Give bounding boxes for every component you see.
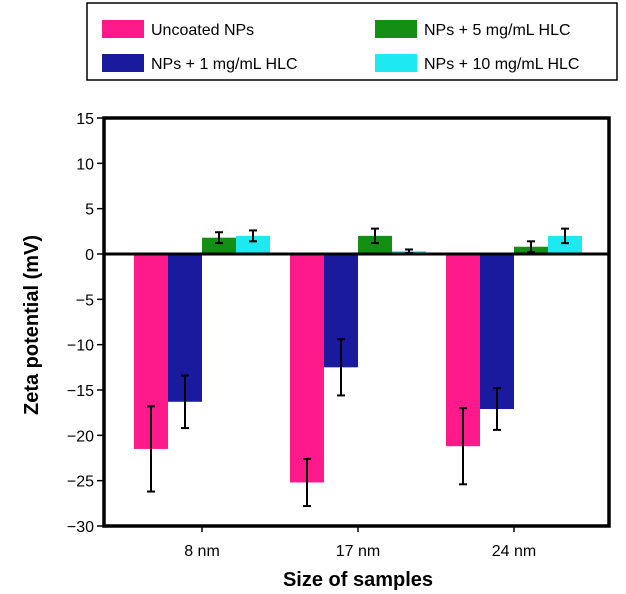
bar bbox=[480, 254, 514, 410]
y-tick-label: −15 bbox=[67, 383, 94, 400]
bar bbox=[236, 235, 270, 254]
y-tick-label: −5 bbox=[76, 292, 94, 309]
x-tick-label: 24 nm bbox=[492, 543, 536, 560]
bar bbox=[290, 254, 324, 483]
legend-swatch bbox=[375, 20, 417, 38]
legend-label: NPs + 1 mg/mL HLC bbox=[151, 56, 298, 73]
y-tick-label: 5 bbox=[85, 202, 94, 219]
legend-box bbox=[86, 2, 618, 81]
bar bbox=[202, 237, 236, 254]
bar bbox=[548, 235, 582, 254]
legend-label: NPs + 5 mg/mL HLC bbox=[424, 22, 571, 39]
y-tick-label: −10 bbox=[67, 338, 94, 355]
legend-label: NPs + 10 mg/mL HLC bbox=[424, 56, 579, 73]
plot-frame bbox=[102, 116, 611, 528]
y-tick-label: −20 bbox=[67, 428, 94, 445]
plot-area: 15 10 5 0 −5 −10 −15 −20 −25 −30 8 nm 17 nm 24 nm bbox=[67, 111, 611, 560]
x-axis-title: Size of samples bbox=[283, 569, 433, 591]
x-tick-label: 17 nm bbox=[336, 543, 380, 560]
legend-swatch bbox=[102, 20, 144, 38]
bar bbox=[358, 235, 392, 254]
y-tick-label: 0 bbox=[85, 247, 94, 264]
y-tick-label: 10 bbox=[76, 156, 94, 173]
legend-swatch bbox=[102, 54, 144, 72]
legend-label: Uncoated NPs bbox=[151, 22, 254, 39]
x-tick-label: 8 nm bbox=[184, 543, 220, 560]
legend-swatch bbox=[375, 54, 417, 72]
y-tick-label: −30 bbox=[67, 519, 94, 536]
y-tick-label: −25 bbox=[67, 474, 94, 491]
y-tick-label: 15 bbox=[76, 111, 94, 128]
y-axis-title: Zeta potential (mV) bbox=[21, 235, 43, 415]
legend: Uncoated NPs NPs + 1 mg/mL HLC NPs + 5 mg/… bbox=[86, 2, 618, 81]
